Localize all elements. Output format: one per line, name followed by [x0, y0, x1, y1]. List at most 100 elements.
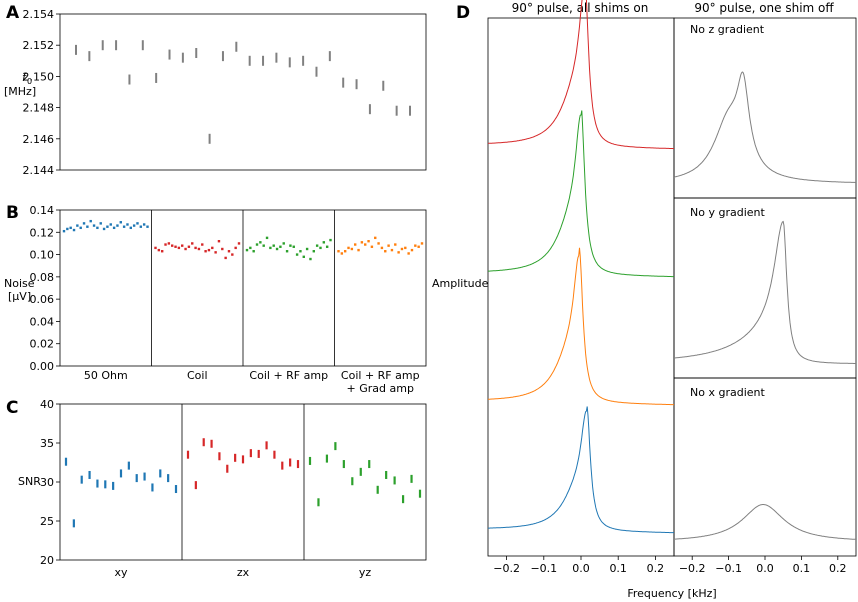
- panel-b-point: [204, 250, 207, 253]
- panel-b-point: [157, 248, 161, 252]
- panel-b-point: [86, 225, 89, 228]
- panel-b-ytick-label: 0.04: [30, 315, 55, 328]
- panel-b-ylabel-unit: [μV]: [8, 290, 31, 303]
- panel-label-d: D: [456, 3, 470, 23]
- panel-d-left-xtick-label: 0.0: [572, 562, 590, 575]
- panel-d-spectrum-blue: [488, 406, 675, 534]
- panel-d-right-x-frame: [673, 377, 857, 557]
- panel-b-point: [126, 223, 129, 226]
- panel-b-ylabel: Noise: [4, 277, 35, 290]
- panel-c-ytick-label: 20: [40, 554, 54, 567]
- panel-b-point: [139, 225, 143, 228]
- panel-d-left-xtick-label: −0.1: [530, 562, 557, 575]
- panel-b-point: [272, 244, 275, 247]
- panel-b-ytick-label: 0.08: [30, 271, 55, 284]
- panel-a-ylabel-unit: [MHz]: [4, 85, 36, 98]
- panel-a-ylabel-var: f: [22, 71, 28, 84]
- panel-b-point: [285, 250, 289, 253]
- panel-c-category-label: zx: [237, 566, 250, 579]
- panel-b-ytick-label: 0.00: [30, 360, 55, 373]
- panel-b-noise-chart: Noise [μV] 0.00 0.02 0.04 0.06 0.08 0.10 0.12 0…: [4, 204, 427, 395]
- panel-b-point: [146, 225, 149, 228]
- panel-b-point: [174, 245, 177, 248]
- panel-b-point: [171, 244, 174, 247]
- panel-b-point: [384, 250, 387, 253]
- panel-b-point: [309, 257, 312, 261]
- panel-b-point: [302, 255, 305, 258]
- panel-b-ytick-label: 0.10: [30, 249, 55, 262]
- panel-b-point: [92, 224, 96, 227]
- panel-b-point: [89, 219, 92, 223]
- panel-d-right-xtick-label: 0.2: [829, 562, 847, 575]
- panel-b-point: [217, 240, 221, 243]
- panel-b-point: [380, 246, 384, 250]
- panel-b-point: [312, 250, 315, 253]
- panel-b-point: [325, 245, 329, 248]
- panel-b-point: [177, 246, 181, 250]
- panel-a-ytick-label: 2.154: [23, 8, 55, 21]
- panel-b-point: [295, 253, 299, 256]
- panel-b-category-label-line2: + Grad amp: [347, 382, 414, 395]
- panel-b-category-label: Coil + RF amp: [341, 369, 420, 382]
- panel-b-point: [245, 248, 249, 252]
- panel-b-point: [299, 250, 302, 253]
- panel-d-spectrum-orange: [488, 247, 675, 406]
- panel-a-ytick-label: 2.146: [23, 133, 55, 146]
- panel-d-left-xtick-label: 0.2: [647, 562, 665, 575]
- panel-c-category-label: xy: [114, 566, 128, 579]
- panel-d-spectrum-green: [488, 110, 674, 278]
- panel-d-sub-label-y: No y gradient: [690, 206, 765, 219]
- panel-a-ylabel-sub: 0: [27, 77, 32, 86]
- panel-b-ytick-label: 0.06: [30, 293, 55, 306]
- panel-b-point: [337, 250, 340, 253]
- panel-b-ytick-label: 0.12: [30, 226, 55, 239]
- panel-b-point: [231, 253, 234, 256]
- panel-b-point: [197, 247, 201, 251]
- panel-b-category-label: Coil + RF amp: [249, 369, 328, 382]
- panel-b-point: [112, 226, 116, 230]
- panel-b-category-label: 50 Ohm: [84, 369, 128, 382]
- panel-b-point: [407, 252, 410, 255]
- panel-b-point: [129, 226, 132, 230]
- panel-b-point: [72, 228, 76, 232]
- panel-b-point: [99, 222, 102, 225]
- panel-b-point: [221, 247, 224, 251]
- panel-b-point: [106, 225, 109, 228]
- panel-d-left-xtick-label: −0.2: [493, 562, 520, 575]
- panel-b-point: [154, 246, 157, 250]
- panel-b-point: [315, 244, 319, 247]
- panel-b-point: [234, 246, 237, 250]
- panel-b-point: [69, 226, 72, 230]
- panel-label-c: C: [6, 398, 18, 418]
- panel-b-point: [387, 244, 390, 247]
- panel-b-point: [305, 247, 309, 251]
- panel-a-ytick-label: 2.144: [23, 164, 55, 177]
- panel-b-point: [109, 223, 112, 226]
- panel-b-point: [364, 243, 367, 246]
- panel-b-point: [136, 222, 139, 225]
- panel-b-point: [119, 221, 122, 224]
- panel-b-point: [377, 242, 380, 245]
- panel-b-point: [420, 242, 424, 245]
- panel-b-point: [224, 256, 227, 260]
- panel-b-point: [357, 248, 360, 252]
- panel-b-point: [191, 242, 194, 245]
- panel-b-point: [160, 250, 164, 253]
- panel-b-point: [343, 250, 347, 253]
- panel-b-point: [167, 242, 171, 245]
- panel-b-point: [265, 236, 269, 240]
- panel-b-point: [76, 224, 79, 227]
- panel-b-point: [394, 243, 397, 246]
- panel-b-point: [132, 224, 136, 227]
- panel-a-ytick-label: 2.148: [23, 102, 55, 115]
- panel-a-ytick-label: 2.152: [23, 39, 55, 52]
- panel-b-point: [282, 242, 285, 245]
- panel-b-point: [322, 241, 326, 244]
- panel-a-frequency-chart: f 0 [MHz] 2.144 2.146 2.148 2.150 2.152 2.154: [4, 8, 427, 177]
- panel-d-sub-label-z: No z gradient: [690, 23, 765, 36]
- panel-d-right-z-frame: [673, 17, 857, 199]
- panel-b-point: [340, 252, 344, 255]
- panel-b-point: [116, 224, 119, 227]
- panel-a-ytick-label: 2.150: [23, 70, 55, 83]
